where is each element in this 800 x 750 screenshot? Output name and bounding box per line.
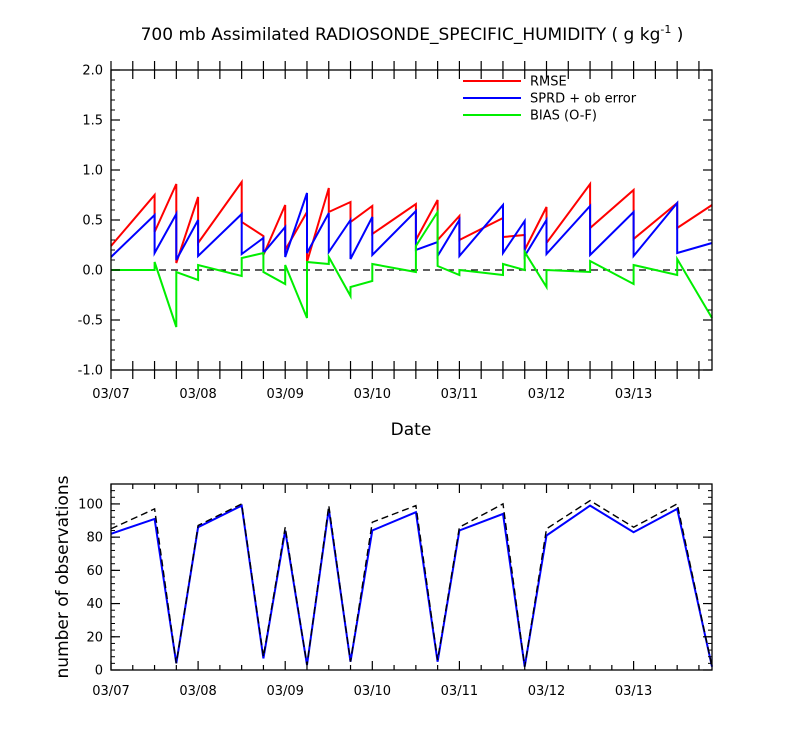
bottom-frame bbox=[110, 483, 713, 671]
top-x-tick-label: 03/09 bbox=[266, 387, 303, 402]
obs-series-total bbox=[110, 499, 713, 667]
legend-label-sprd: SPRD + ob error bbox=[530, 92, 637, 107]
top-plot-area bbox=[110, 178, 713, 328]
legend-label-rmse: RMSE bbox=[530, 75, 567, 90]
top-axes: -1.0 -0.5 0.0 0.5 1.0 1.5 2.0 03/07 03/08 03/09 03… bbox=[78, 61, 713, 402]
top-y-tick-label: 1.5 bbox=[82, 114, 103, 129]
bottom-x-tick-label: 03/08 bbox=[179, 684, 216, 699]
top-x-tick-label: 03/13 bbox=[615, 387, 652, 402]
obs-series-assimilated bbox=[110, 504, 713, 667]
top-x-tick-label: 03/10 bbox=[354, 387, 391, 402]
top-x-tick-label: 03/12 bbox=[528, 387, 565, 402]
bottom-y-axis-title: number of observations bbox=[53, 475, 73, 678]
legend-label-bias: BIAS (O-F) bbox=[530, 109, 597, 124]
bottom-y-tick-label: 40 bbox=[86, 597, 103, 612]
top-x-axis-title: Date bbox=[391, 420, 432, 440]
top-legend: RMSE SPRD + ob error BIAS (O-F) bbox=[463, 75, 637, 124]
top-y-tick-label: -0.5 bbox=[78, 314, 103, 329]
top-y-tick-label: 0.0 bbox=[82, 264, 103, 279]
top-y-tick-label: 2.0 bbox=[82, 64, 103, 79]
series-line-bias bbox=[111, 208, 713, 328]
top-frame bbox=[110, 69, 713, 371]
bottom-x-tick-label: 03/11 bbox=[441, 684, 478, 699]
bottom-y-tick-label: 100 bbox=[78, 497, 103, 512]
bottom-panel: 0 20 40 60 80 100 03/07 03/08 03/09 03/10 03/11 03/… bbox=[53, 475, 713, 699]
bottom-y-tick-label: 80 bbox=[86, 531, 103, 546]
bottom-x-tick-label: 03/07 bbox=[92, 684, 129, 699]
bottom-x-tick-label: 03/12 bbox=[528, 684, 565, 699]
top-y-tick-label: -1.0 bbox=[78, 364, 103, 379]
series-line-sprd bbox=[110, 192, 713, 261]
top-panel: -1.0 -0.5 0.0 0.5 1.0 1.5 2.0 03/07 03/08 03/09 03… bbox=[78, 61, 713, 440]
top-y-tick-label: 1.0 bbox=[82, 164, 103, 179]
top-x-tick-label: 03/08 bbox=[179, 387, 216, 402]
chart-title: 700 mb Assimilated RADIOSONDE_SPECIFIC_H… bbox=[141, 23, 684, 45]
bottom-plot-area bbox=[110, 499, 713, 667]
bottom-y-tick-label: 20 bbox=[86, 630, 103, 645]
bottom-y-tick-label: 60 bbox=[86, 564, 103, 579]
bottom-x-tick-label: 03/10 bbox=[354, 684, 391, 699]
top-x-tick-label: 03/11 bbox=[441, 387, 478, 402]
bottom-x-tick-label: 03/09 bbox=[266, 684, 303, 699]
top-x-tick-label: 03/07 bbox=[92, 387, 129, 402]
bottom-x-tick-label: 03/13 bbox=[615, 684, 652, 699]
bottom-y-tick-label: 0 bbox=[95, 664, 103, 679]
top-y-tick-label: 0.5 bbox=[82, 214, 103, 229]
bottom-axes: 0 20 40 60 80 100 03/07 03/08 03/09 03/10 03/11 03/… bbox=[78, 483, 713, 699]
